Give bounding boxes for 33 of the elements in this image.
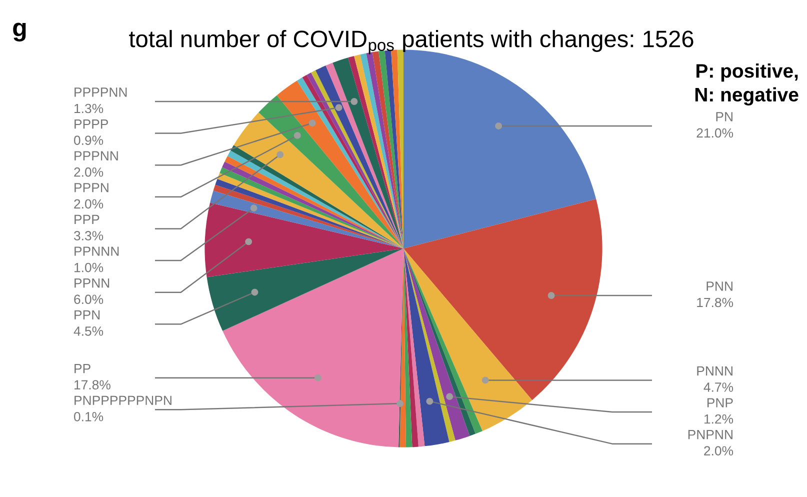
data-label: 17.8%: [697, 298, 734, 308]
slice-label: PNP: [707, 398, 733, 408]
data-label: 2.0%: [74, 199, 104, 209]
slice-label: PP: [74, 364, 90, 374]
slice-label: PPN: [74, 310, 100, 320]
text: P: positive, N: negative: [695, 64, 798, 106]
slice-label: PNN: [706, 282, 732, 291]
data-label: 17.8%: [74, 380, 110, 390]
data-label: 1.2%: [704, 414, 734, 424]
data-label: 0.1%: [74, 412, 104, 422]
data-label: 2.0%: [74, 167, 104, 177]
data-label: 6.0%: [74, 294, 104, 304]
text: g: [13, 22, 26, 42]
data-label: 2.0%: [704, 446, 734, 456]
slice-label: PNPNN: [688, 430, 732, 440]
slice-label: PPNNN: [74, 246, 119, 256]
slice-label: PPPP: [74, 119, 108, 129]
slice-label: PPPN: [74, 183, 108, 192]
data-label: 21.0%: [696, 128, 734, 138]
slice-label: PPPPNN: [74, 88, 127, 97]
slice-label: PPNN: [74, 278, 110, 288]
data-label: 4.5%: [74, 326, 104, 336]
chart-title: total number of COVID$_{pos}$ patients with changes: 1526: [129, 30, 694, 54]
data-label: 3.3%: [74, 231, 104, 240]
data-label: 1.3%: [74, 104, 104, 114]
slice-label: PNPPPPPPNPN: [74, 396, 172, 405]
slice-label: PN: [716, 112, 732, 122]
slice-label: PPP: [74, 214, 100, 224]
slice-label: PNNN: [697, 366, 732, 376]
data-label: 4.7%: [704, 382, 734, 392]
slice-label: PPPNN: [74, 151, 118, 160]
data-label: 0.9%: [74, 136, 104, 145]
data-label: 1.0%: [74, 262, 104, 272]
